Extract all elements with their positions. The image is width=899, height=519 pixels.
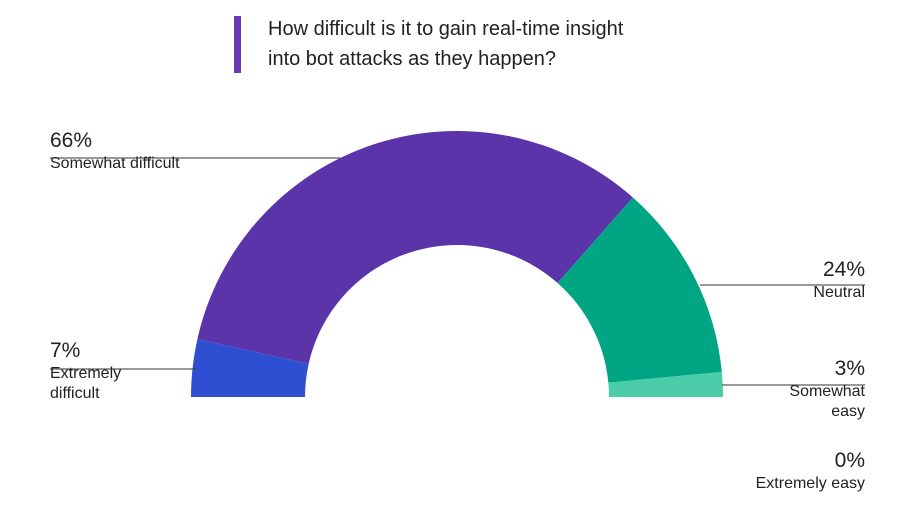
value-neutral: 24% — [822, 258, 865, 281]
label-extremely-difficult: 7% Extremely difficult — [50, 338, 121, 404]
category-neutral: Neutral — [813, 284, 865, 301]
category-extremely-easy: Extremely easy — [755, 475, 865, 492]
label-somewhat-easy: 3% Somewhat easy — [789, 356, 865, 422]
category-somewhat-easy-line-1: Somewhat — [789, 383, 865, 400]
slice-extremely-difficult — [191, 338, 309, 397]
slice-somewhat-easy — [608, 371, 723, 397]
slice-somewhat-difficult — [197, 131, 633, 364]
label-somewhat-difficult: 66% Somewhat difficult — [50, 128, 180, 174]
category-extremely-difficult-line-1: Extremely — [50, 365, 122, 382]
value-somewhat-easy: 3% — [834, 357, 865, 380]
category-somewhat-easy-line-2: easy — [831, 403, 865, 420]
category-somewhat-difficult: Somewhat difficult — [50, 155, 180, 172]
value-extremely-easy: 0% — [834, 449, 865, 472]
label-extremely-easy: 0% Extremely easy — [756, 448, 865, 494]
value-somewhat-difficult: 66% — [50, 129, 93, 152]
slice-neutral — [557, 197, 722, 383]
chart-title-line-2: into bot attacks as they happen? — [268, 48, 556, 70]
chart-title: How difficult is it to gain real-time in… — [268, 14, 788, 74]
chart-title-line-1: How difficult is it to gain real-time in… — [268, 18, 624, 40]
label-neutral: 24% Neutral — [813, 257, 865, 303]
category-extremely-difficult-line-2: difficult — [50, 385, 100, 402]
value-extremely-difficult: 7% — [50, 339, 81, 362]
title-accent-bar — [234, 16, 241, 73]
